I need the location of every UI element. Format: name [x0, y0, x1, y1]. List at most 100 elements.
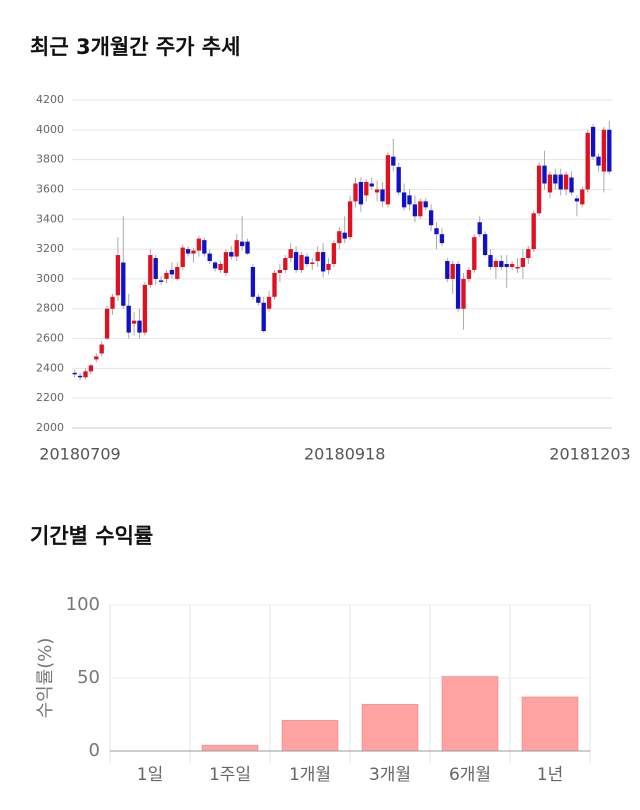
- candle-body: [266, 296, 272, 309]
- candle-body: [590, 126, 596, 157]
- candle-body: [477, 222, 482, 235]
- candle-body: [428, 210, 434, 226]
- candle-body: [158, 280, 164, 282]
- y-tick-label: 3200: [36, 242, 64, 255]
- candle-body: [391, 156, 396, 166]
- candle-body: [439, 234, 445, 244]
- candle-body: [320, 252, 326, 272]
- x-tick-label: 1주일: [209, 765, 251, 785]
- candle-body: [596, 156, 601, 166]
- y-tick-label: 3000: [36, 272, 64, 285]
- candle-body: [121, 262, 126, 306]
- candle-body: [504, 264, 509, 267]
- candle-body: [277, 269, 283, 273]
- candle-body: [77, 375, 83, 378]
- candle-body: [288, 249, 293, 259]
- candle-body: [418, 201, 423, 217]
- candle-body: [207, 253, 212, 262]
- x-tick-label: 1년: [537, 765, 563, 785]
- candle-body: [196, 238, 202, 251]
- bar: [521, 696, 579, 752]
- candle-body: [337, 231, 342, 244]
- chart-title: 최근 3개월간 주가 추세: [30, 35, 240, 59]
- candle-body: [536, 165, 542, 214]
- candle-body: [347, 201, 353, 238]
- candle-body: [202, 240, 207, 254]
- candle-body: [212, 262, 218, 269]
- candle-body: [304, 256, 310, 264]
- candle-body: [245, 241, 250, 254]
- candle-body: [472, 237, 477, 270]
- candle-body: [482, 234, 488, 256]
- chart-title: 기간별 수익률: [30, 524, 153, 548]
- y-tick-label: 2200: [36, 391, 64, 404]
- y-axis-label: 수익률(%): [35, 638, 56, 719]
- candle-body: [229, 252, 234, 257]
- candle-body: [137, 320, 142, 333]
- y-tick-label: 2600: [36, 332, 64, 345]
- candle-body: [180, 247, 185, 267]
- candle-body: [396, 167, 401, 193]
- candle-body: [563, 174, 569, 190]
- candle-body: [515, 266, 520, 269]
- candle-body: [326, 264, 331, 270]
- candle-body: [445, 261, 450, 279]
- bar: [201, 744, 259, 752]
- candle-body: [104, 308, 110, 339]
- candle-body: [148, 255, 153, 285]
- candle-body: [412, 204, 418, 217]
- candle-body: [239, 241, 245, 247]
- candle-body: [250, 266, 256, 297]
- candle-body: [142, 284, 148, 333]
- candle-body: [256, 296, 261, 303]
- candle-body: [466, 269, 472, 279]
- candle-body: [342, 232, 347, 239]
- candle-body: [434, 228, 439, 235]
- candle-body: [569, 177, 574, 193]
- candle-body: [110, 296, 115, 309]
- candle-body: [450, 264, 455, 279]
- candle-body: [461, 278, 466, 309]
- candle-body: [272, 272, 277, 297]
- candle-body: [558, 174, 563, 190]
- candle-body: [607, 129, 612, 172]
- bar: [361, 703, 419, 752]
- candle-body: [585, 132, 590, 190]
- y-tick-label: 0: [89, 740, 100, 761]
- candle-body: [283, 258, 288, 270]
- bar: [441, 676, 499, 752]
- candle-body: [553, 174, 558, 184]
- candle-body: [488, 255, 493, 267]
- candle-body: [293, 252, 299, 270]
- candle-body: [542, 165, 547, 184]
- candle-body: [509, 264, 515, 267]
- candle-body: [493, 261, 499, 267]
- y-tick-label: 4200: [36, 93, 64, 106]
- candle-body: [364, 182, 369, 196]
- candle-body: [223, 252, 229, 273]
- candle-body: [218, 264, 223, 270]
- candle-body: [407, 195, 412, 205]
- candle-body: [234, 240, 239, 257]
- candle-body: [526, 249, 531, 259]
- candle-body: [153, 258, 158, 279]
- y-tick-label: 2000: [36, 421, 64, 434]
- candle-body: [499, 261, 504, 267]
- candle-body: [574, 198, 580, 202]
- candle-body: [164, 272, 169, 279]
- candle-body: [601, 129, 607, 172]
- candle-body: [455, 264, 461, 309]
- candle-body: [88, 365, 94, 372]
- y-tick-label: 3800: [36, 153, 64, 166]
- x-tick-label: 20180709: [39, 445, 120, 464]
- y-tick-label: 50: [77, 667, 100, 688]
- candle-body: [401, 192, 407, 208]
- candle-body: [353, 183, 358, 202]
- candle-body: [115, 255, 121, 296]
- y-tick-label: 100: [66, 594, 100, 615]
- candle-body: [191, 250, 196, 254]
- candle-body: [369, 183, 374, 187]
- candle-body: [169, 269, 175, 275]
- candle-body: [310, 262, 315, 264]
- x-tick-label: 20181203: [549, 445, 630, 464]
